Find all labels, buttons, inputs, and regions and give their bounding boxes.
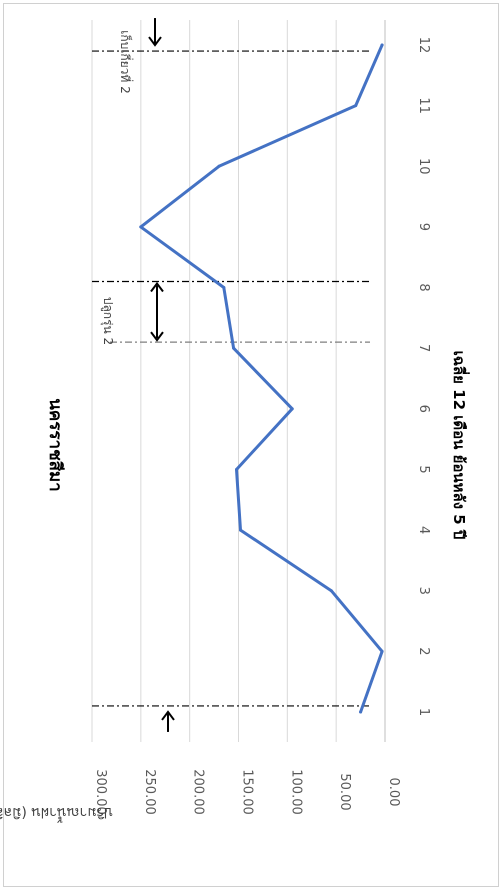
x-tick-label: 10 [416, 158, 431, 175]
down-arrow-head [148, 36, 162, 47]
data-point [222, 286, 226, 290]
y-tick-label: 200.00 [191, 769, 206, 815]
x-tick-label: 8 [416, 283, 431, 291]
y-tick-label: 50.00 [337, 773, 352, 810]
chart-frame [3, 3, 499, 887]
y-axis-label: ปริมาณน้ำฝน (มิลลิเมตร) [0, 804, 113, 823]
x-tick-label: 5 [416, 465, 431, 473]
y-tick-label: 300.00 [93, 769, 108, 815]
data-point [380, 43, 384, 47]
x-tick-label: 9 [416, 223, 431, 231]
up-arrow-head [161, 710, 175, 721]
data-point [329, 589, 333, 593]
data-point [232, 346, 236, 350]
y-tick-label: 250.00 [142, 769, 157, 815]
data-point [354, 104, 358, 108]
chart-title: นครราชสีมา [45, 398, 66, 491]
x-tick-label: 2 [416, 647, 431, 655]
chart-gridlines [91, 20, 386, 742]
data-point [380, 649, 384, 653]
double-arrow-head-bottom [150, 331, 164, 342]
y-tick-label: 150.00 [240, 769, 255, 815]
y-tick-label: 100.00 [288, 769, 303, 815]
x-tick-label: 12 [416, 37, 431, 54]
x-axis-label: เฉลี่ย 12 เดือน ย้อนหลัง 5 ปี [450, 351, 470, 540]
marker-lines [92, 50, 370, 707]
x-tick-label: 1 [416, 708, 431, 716]
series-line [139, 43, 384, 714]
x-tick-label: 11 [416, 97, 431, 114]
annotation-plant: ปลูกรุ่น 2 [100, 297, 115, 345]
data-point [139, 225, 143, 229]
data-point [235, 467, 239, 471]
x-tick-label: 7 [416, 344, 431, 352]
data-point [290, 407, 294, 411]
x-tick-label: 4 [416, 526, 431, 534]
data-point [359, 710, 363, 714]
y-tick-labels: 0.00 50.00 100.00 150.00 200.00 250.00 300.00 [93, 769, 401, 815]
double-arrow-head-top [150, 281, 164, 293]
data-point [217, 164, 221, 168]
annotation-arrows [148, 18, 175, 732]
x-tick-label: 6 [416, 405, 431, 413]
y-tick-label: 0.00 [386, 778, 401, 807]
x-tick-label: 3 [416, 587, 431, 595]
annotation-harvest: เก็บเกี่ยวที่ 2 [118, 30, 134, 93]
data-point [238, 528, 242, 532]
